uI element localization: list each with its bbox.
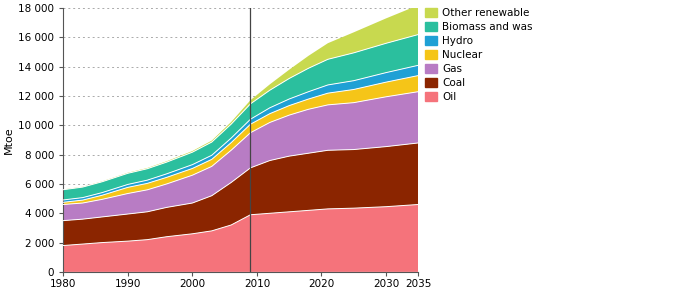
Y-axis label: Mtoe: Mtoe xyxy=(4,126,14,154)
Legend: Other renewable, Biomass and was, Hydro, Nuclear, Gas, Coal, Oil: Other renewable, Biomass and was, Hydro,… xyxy=(425,8,533,102)
